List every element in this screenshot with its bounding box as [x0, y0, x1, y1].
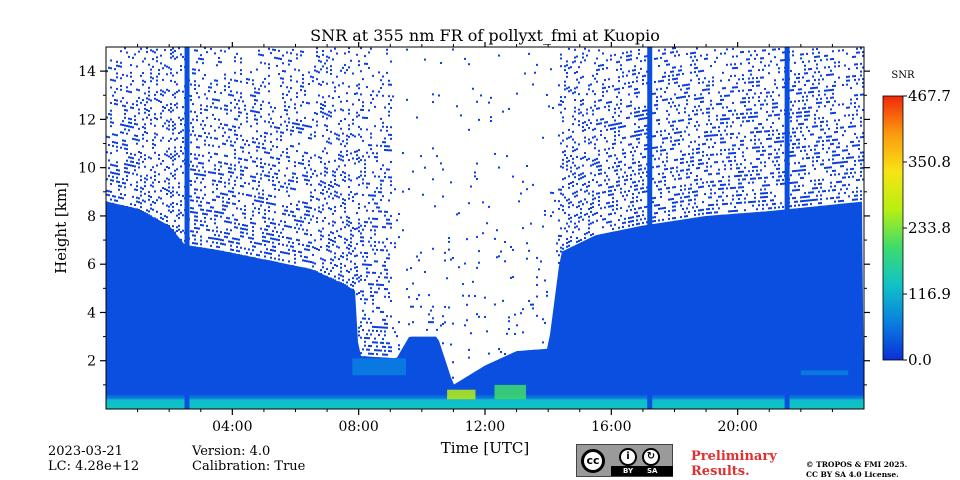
sa-label: SA	[647, 467, 658, 475]
x-axis-label: Time [UTC]	[441, 439, 530, 457]
y-tick-label: 8	[87, 209, 96, 225]
noise-speckles	[106, 47, 864, 379]
signal-region	[106, 201, 864, 409]
license-strip: BY SA	[611, 466, 673, 476]
x-tick-label: 04:00	[212, 419, 252, 435]
footer-version: Version: 4.0	[192, 444, 271, 459]
colorbar-ticks: 0.0 116.9 233.8 350.8 467.7	[903, 87, 951, 369]
cc-logo-icon: cc	[581, 449, 605, 473]
cc-license-badge: cc i ↻ BY SA	[576, 444, 673, 477]
x-tick-label: 16:00	[591, 419, 631, 435]
x-tick-label: 20:00	[717, 419, 757, 435]
y-tick-label: 10	[78, 161, 96, 177]
by-label: BY	[623, 467, 634, 475]
colorbar-tick-label: 467.7	[908, 87, 951, 105]
high-snr-patch	[352, 358, 407, 376]
high-snr-patch	[447, 389, 476, 400]
missing-data-stripe	[647, 47, 653, 409]
y-tick-label: 12	[78, 112, 96, 128]
colorbar-tick-label: 116.9	[908, 285, 951, 303]
y-tick-label: 2	[87, 354, 96, 370]
high-snr-patch	[494, 384, 527, 400]
preliminary-note: Preliminary Results.	[691, 449, 777, 479]
copyright-line1: © TROPOS & FMI 2025.	[806, 460, 908, 469]
y-tick-label: 14	[78, 64, 96, 80]
high-snr-patch	[106, 399, 864, 409]
chart-title: SNR at 355 nm FR of pollyxt_fmi at Kuopi…	[310, 26, 660, 45]
axis-ticks: 04:00 08:00 12:00 16:00 20:00 2 4 6 8 10 12 14	[78, 42, 870, 435]
colorbar-tick-label: 233.8	[908, 219, 951, 237]
copyright-note: © TROPOS & FMI 2025. CC BY SA 4.0 Licens…	[806, 460, 907, 480]
colorbar-tick-label: 350.8	[908, 153, 951, 171]
footer-calibration: Calibration: True	[192, 459, 306, 474]
y-axis-label: Height [km]	[52, 182, 70, 274]
y-tick-label: 4	[87, 305, 96, 321]
preliminary-line1: Preliminary	[691, 449, 777, 464]
footer-date: 2023-03-21	[48, 444, 123, 459]
y-tick-label: 6	[87, 257, 96, 273]
share-alike-icon: ↻	[642, 448, 660, 466]
x-tick-label: 08:00	[338, 419, 378, 435]
missing-data-stripe	[184, 47, 190, 409]
attribution-person-icon: i	[619, 448, 637, 466]
footer-lc: LC: 4.28e+12	[48, 459, 140, 474]
missing-data-stripe	[784, 47, 790, 409]
colorbar	[882, 95, 904, 361]
colorbar-tick-label: 0.0	[908, 351, 932, 369]
snr-heatmap	[106, 47, 864, 409]
preliminary-line2: Results.	[691, 464, 750, 479]
copyright-line2: CC BY SA 4.0 License.	[806, 470, 899, 479]
high-snr-patch	[800, 370, 849, 376]
x-tick-label: 12:00	[465, 419, 505, 435]
colorbar-label: SNR	[891, 70, 915, 81]
